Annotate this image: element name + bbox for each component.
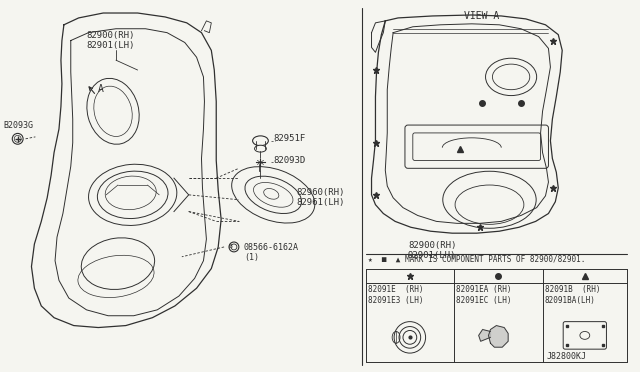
- Text: 82091EA (RH)
82091EC (LH): 82091EA (RH) 82091EC (LH): [456, 285, 511, 305]
- Text: J82800KJ: J82800KJ: [547, 352, 586, 361]
- Text: 82960(RH)
82961(LH): 82960(RH) 82961(LH): [297, 188, 345, 207]
- Text: 82951F: 82951F: [273, 134, 305, 143]
- Text: ★  ■  ▲ MARK IS COMPONENT PARTS OF 82900/82901.: ★ ■ ▲ MARK IS COMPONENT PARTS OF 82900/8…: [367, 255, 585, 264]
- Text: B2093G: B2093G: [3, 121, 33, 130]
- Text: 82900(RH)
92901(LH): 82900(RH) 92901(LH): [408, 241, 456, 260]
- Ellipse shape: [255, 145, 266, 152]
- Text: 82093D: 82093D: [273, 156, 305, 165]
- Text: A: A: [99, 84, 104, 94]
- Text: B: B: [228, 244, 232, 250]
- Text: 82900(RH)
82901(LH): 82900(RH) 82901(LH): [86, 31, 135, 50]
- Text: VIEW A: VIEW A: [464, 11, 499, 21]
- Polygon shape: [479, 330, 490, 341]
- Text: 08566-6162A
(1): 08566-6162A (1): [244, 243, 299, 262]
- Text: 82091E  (RH)
82091E3 (LH): 82091E (RH) 82091E3 (LH): [367, 285, 423, 305]
- Text: 82091B  (RH)
82091BA(LH): 82091B (RH) 82091BA(LH): [545, 285, 600, 305]
- Polygon shape: [488, 326, 508, 347]
